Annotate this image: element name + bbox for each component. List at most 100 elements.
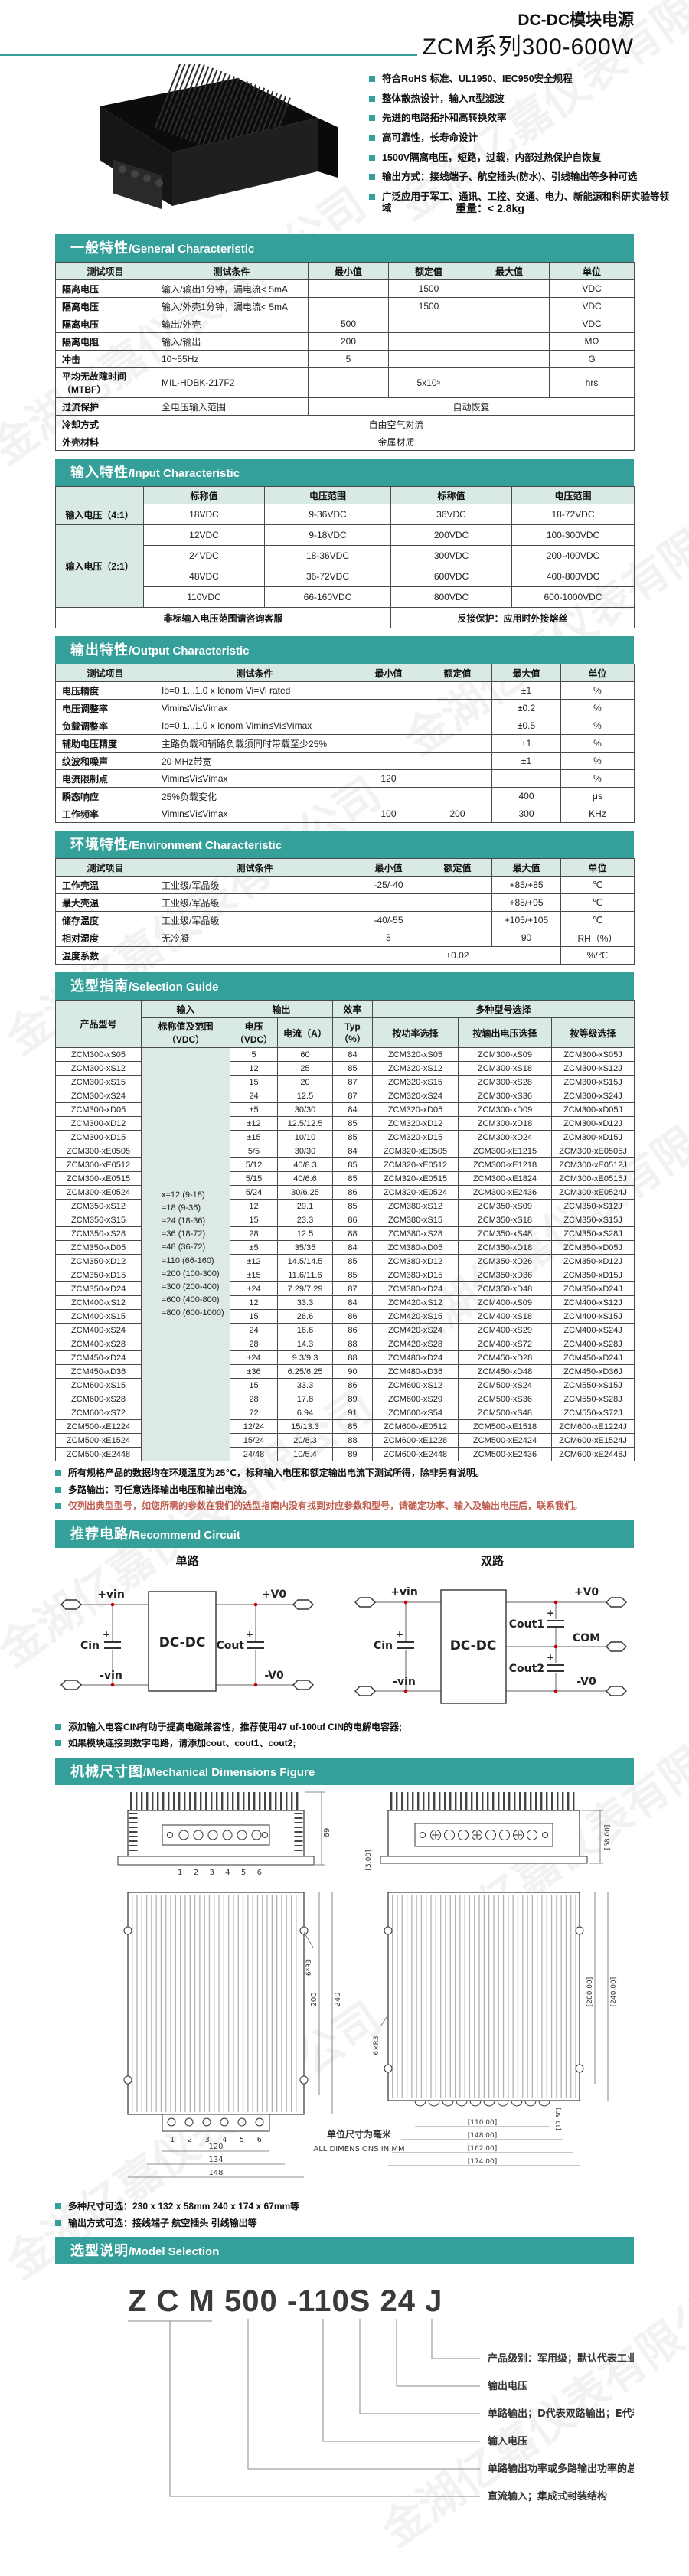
table-head: 测试项目 测试条件 最小值 额定值 最大值 单位 — [55, 858, 635, 877]
section-title-en: /Recommend Circuit — [129, 1528, 240, 1542]
table-cell — [469, 315, 550, 333]
table-cell: ZCM420-xS28 — [372, 1337, 459, 1351]
unit-note-en: ALL DIMENSIONS IN MM — [313, 2145, 404, 2153]
table-cell: ZCM320-xD15 — [372, 1130, 459, 1144]
table-cell: ZCM400-xS15 — [55, 1309, 142, 1324]
table-cell: 电压范围 — [511, 486, 635, 504]
note-item: 如果模块连接到数字电路，请添加cout、cout1、cout2; — [55, 1738, 634, 1750]
table-cell: ZCM300-xE0524J — [551, 1185, 635, 1200]
table-cell: 5 — [230, 1047, 278, 1062]
table-cell: ZCM480-xD36 — [372, 1364, 459, 1379]
table-cell: 89 — [332, 1392, 374, 1406]
table-cell: 89 — [332, 1447, 374, 1461]
table-cell: ZCM500-xE1518 — [458, 1419, 553, 1434]
table-cell: 86 — [332, 1309, 374, 1324]
output-characteristic-table: 测试项目 测试条件 最小值 额定值 最大值 单位 电压精度 Io=0.1...1.0 x I… — [55, 664, 635, 823]
table-cell — [354, 717, 423, 735]
table-cell: ZCM350-xS12 — [55, 1199, 142, 1213]
table-cell: 120 — [354, 769, 423, 788]
table-cell: 18-72VDC — [511, 504, 635, 525]
note-text: 如果模块连接到数字电路，请添加cout、cout1、cout2; — [68, 1738, 296, 1749]
section-header-output: 输出特性/Output Characteristic — [55, 636, 634, 664]
table-cell — [308, 279, 389, 298]
bullet-square-icon — [55, 1723, 61, 1730]
table-row: ZCM300-xS05 x=12 (9-18) =18 (9-36) =24 (1… — [55, 1047, 635, 1461]
cout-label: Cout — [216, 1640, 244, 1652]
table-cell: 最小值 — [308, 262, 389, 280]
table-cell: 10/10 — [276, 1130, 334, 1144]
table-cell: 36VDC — [390, 504, 512, 525]
table-cell — [354, 734, 423, 753]
feature-text: 广泛应用于军工、通讯、工控、交通、电力、新能源和科研实验等领域 — [382, 191, 670, 214]
table-cell: 5 — [354, 929, 423, 947]
table-cell: 隔离电阻 — [55, 332, 155, 351]
table-cell: 23.3 — [276, 1213, 334, 1227]
table-cell: ±24 — [230, 1281, 278, 1296]
table-cell: 30/30 — [276, 1144, 334, 1158]
table-row: ZCM300-xS12 12 25 85 ZCM320-xS12 ZCM300-xS18 Z… — [55, 1061, 635, 1076]
table-cell: 110VDC — [143, 586, 265, 608]
table-cell: ±1 — [491, 752, 561, 770]
table-cell: VDC — [549, 297, 635, 315]
table-row: 隔离电压 输入/外壳1分钟，漏电流< 5mA 1500 VDC — [55, 297, 635, 315]
table-cell: ZCM600-xS15 — [55, 1378, 142, 1392]
table-cell: -25/-40 — [354, 876, 423, 894]
table-cell: 外壳材料 — [55, 433, 155, 451]
section-title-en: /Input Characteristic — [129, 467, 240, 480]
table-cell: 100-300VDC — [511, 524, 635, 546]
table-cell: 标称值及范围（VDC） — [141, 1017, 230, 1048]
table-cell: 隔离电压 — [55, 315, 155, 333]
table-cell: ZCM420-xS12 — [372, 1295, 459, 1310]
table-cell: ZCM300-xS12J — [551, 1061, 635, 1076]
table-cell — [308, 297, 389, 315]
table-cell: 反接保护：应用时外接熔丝 — [390, 607, 635, 628]
table-cell: ±12 — [230, 1116, 278, 1131]
table-cell: ZCM300-xD15J — [551, 1130, 635, 1144]
selection-guide-table: 产品型号 输入 输出 效率 多种型号选择 标称值及范围（VDC） 电压（VDC） 电流（A） T… — [55, 1000, 635, 1461]
table-cell: 24VDC — [143, 545, 265, 566]
table-cell — [491, 769, 561, 788]
table-row: 储存温度 工业级/军品级 -40/-55 +105/+105 ℃ — [55, 911, 635, 929]
table-cell: ZCM420-xS24 — [372, 1323, 459, 1337]
table-cell: ±36 — [230, 1364, 278, 1379]
product-photo — [100, 64, 338, 210]
table-cell: 全电压输入范围 — [155, 397, 309, 416]
table-row: ZCM350-xD24 ±24 7.29/7.29 87 ZCM380-xD24 ZCM3… — [55, 1281, 635, 1296]
table-cell: 90 — [491, 929, 561, 947]
environment-characteristic-table: 测试项目 测试条件 最小值 额定值 最大值 单位 工作壳温 工业级/军品级 -25/-40 +8… — [55, 858, 635, 965]
note-text: 输出方式可选：接线端子 航空插头 引线输出等 — [68, 2217, 257, 2228]
table-cell: 输入电压（4:1） — [55, 504, 144, 525]
table-cell — [423, 717, 492, 735]
table-body: 输入电压（4:1） 18VDC 9-36VDC 36VDC 18-72VDC 输入电压（2… — [55, 504, 635, 628]
table-cell: 电压精度 — [55, 681, 155, 700]
vo-plus-label: +V0 — [574, 1586, 599, 1598]
table-cell: ZCM320-xS15 — [372, 1075, 459, 1089]
table-row: ZCM350-xD15 ±15 11.6/11.6 85 ZCM380-xD15 ZCM3… — [55, 1268, 635, 1282]
cout1-label: Cout1 — [509, 1618, 544, 1631]
table-cell: 12.5/12.5 — [276, 1116, 334, 1131]
note-item: 仅列出典型型号，如您所需的参数在我们的选型指南内没有找到对应参数和型号，请确定功… — [55, 1500, 634, 1513]
table-cell: 18-36VDC — [264, 545, 391, 566]
table-cell: 电压调整率 — [55, 699, 155, 717]
table-cell: 33.3 — [276, 1295, 334, 1310]
table-row: 隔离电阻 输入/输出 200 MΩ — [55, 332, 635, 351]
section-header-selection: 选型指南/Selection Guide — [55, 972, 634, 1000]
table-cell: +85/+85 — [491, 876, 561, 894]
table-cell: ZCM300-xD12J — [551, 1116, 635, 1131]
table-cell: 15/24 — [230, 1433, 278, 1448]
table-row: 输入电压（4:1） 18VDC 9-36VDC 36VDC 18-72VDC — [55, 504, 635, 525]
table-cell: 85 — [332, 1254, 374, 1268]
bullet-square-icon — [369, 76, 375, 82]
table-row: 测试项目 测试条件 最小值 额定值 最大值 单位 — [55, 858, 635, 877]
table-cell: +85/+95 — [491, 893, 561, 912]
table-cell: 91 — [332, 1406, 374, 1420]
table-body: 工作壳温 工业级/军品级 -25/-40 +85/+85 ℃ 最大壳温 工业级/军品级 +85… — [55, 876, 635, 965]
table-row: 电流限制点 Vimin≤Vi≤Vimax 120% — [55, 769, 635, 788]
dim-label: [174.00] — [468, 2158, 498, 2166]
doc-title-line2: ZCM系列300-600W — [422, 34, 634, 60]
table-cell: 16.6 — [276, 1323, 334, 1337]
table-row: ZCM450-xD36 ±36 6.25/6.25 90 ZCM480-xD36 ZCM4… — [55, 1364, 635, 1379]
table-cell: 12 — [230, 1295, 278, 1310]
table-row: ZCM450-xD24 ±24 9.3/9.3 88 ZCM480-xD24 ZCM450… — [55, 1350, 635, 1365]
table-cell: % — [560, 681, 635, 700]
